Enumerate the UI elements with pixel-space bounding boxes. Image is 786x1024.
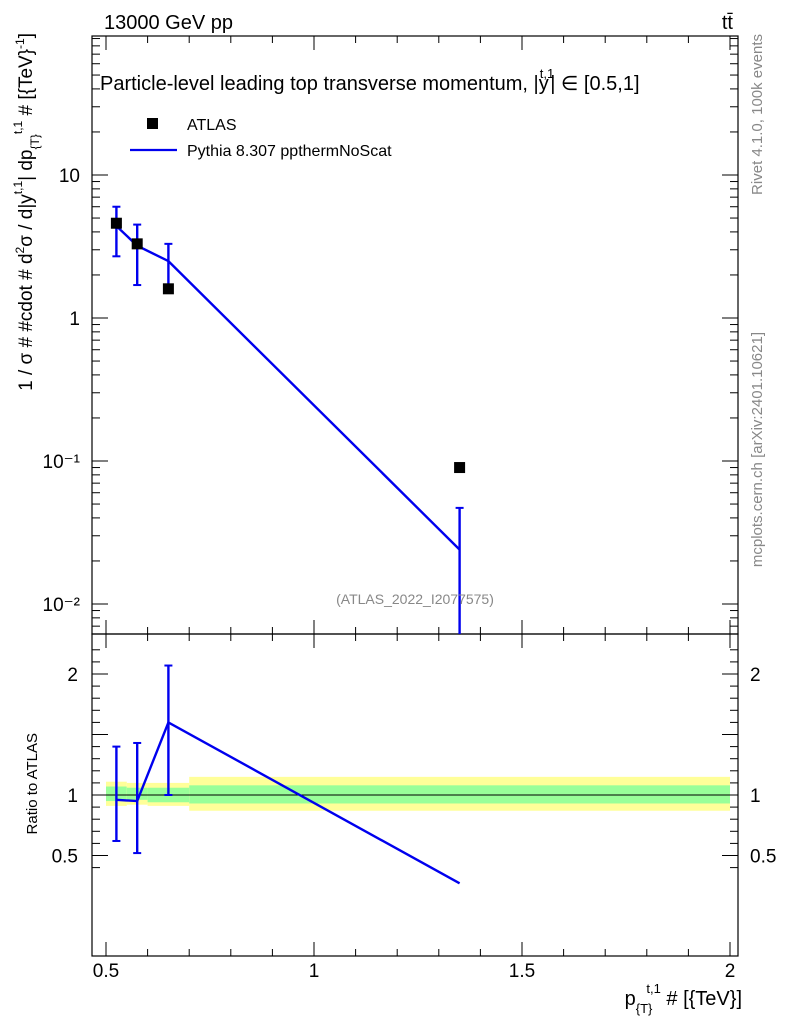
x-tick-label: 2	[725, 961, 736, 982]
x-axis-label-sub: {T}	[636, 1001, 653, 1016]
x-tick-label: 0.5	[93, 961, 119, 982]
x-axis-label-unit: # [{TeV}]	[661, 988, 742, 1010]
ratio-plot-series	[112, 664, 461, 885]
atlas-data-point	[110, 217, 122, 229]
main-y-axis-label-part2-exp: t,1	[11, 181, 25, 195]
plot-title-end: | ∈ [0.5,1]	[550, 73, 639, 95]
y-tick-label-main: 1	[69, 309, 80, 330]
x-axis-label: p{T} t,1 # [{TeV}]	[625, 981, 742, 1016]
main-y-axis-label-part2: σ / d|y	[16, 194, 37, 247]
y-tick-label-main: 10⁻¹	[43, 452, 81, 473]
main-y-axis-label-part3-sub: {T}	[28, 134, 42, 149]
atlas-data-point	[162, 283, 174, 295]
atlas-data-point	[454, 462, 466, 474]
pythia-line	[115, 225, 461, 551]
x-tick-label: 1	[309, 961, 320, 982]
legend-pythia-label: Pythia 8.307 ppthermNoScat	[187, 143, 392, 160]
process-label: tt̄	[722, 12, 734, 34]
analysis-watermark: (ATLAS_2022_I2077575)	[336, 591, 494, 607]
main-y-axis-label-part4-exp: -1	[13, 38, 27, 49]
axis-ticks	[92, 36, 738, 956]
ratio-y-axis-label: Ratio to ATLAS	[24, 733, 41, 834]
plot-title: Particle-level leading top transverse mo…	[100, 66, 640, 95]
x-tick-label: 1.5	[509, 961, 535, 982]
main-plot-series	[110, 205, 466, 634]
main-y-axis-label-part1: 1 / σ # #cdot # d	[16, 253, 37, 390]
legend-atlas-marker	[147, 118, 158, 129]
x-axis-label-p: p	[625, 988, 636, 1010]
ratio-line	[116, 720, 461, 885]
ratio-uncertainty-bands	[106, 776, 730, 811]
x-axis-label-exp: t,1	[646, 981, 660, 996]
main-y-axis-label-part3: | dp	[16, 150, 37, 181]
y-tick-label-ratio-right: 2	[750, 665, 761, 686]
green-band-3	[189, 785, 730, 804]
y-tick-label-ratio-right: 0.5	[750, 847, 776, 868]
y-tick-label-ratio-right: 1	[750, 786, 761, 807]
plot-title-text: Particle-level leading top transverse mo…	[100, 73, 539, 95]
plot-title-y: y	[539, 73, 549, 95]
mcplots-label: mcplots.cern.ch [arXiv:2401.10621]	[749, 332, 766, 567]
y-tick-label-main: 10	[59, 166, 80, 187]
main-y-axis-label: 1 / σ # #cdot # d2σ / d|yt,1| dp{T}t,1 #…	[11, 33, 42, 391]
axis-tick-labels: 0.5 1 1.5 2 10⁻² 10⁻¹ 1 10 0.5 0.5 1 1 2 2	[43, 166, 777, 982]
plot-title-sup: t,1	[540, 66, 554, 81]
y-tick-label-main: 10⁻²	[43, 595, 81, 616]
atlas-data-point	[131, 238, 143, 250]
main-y-axis-label-part1-exp: 2	[13, 246, 27, 253]
legend-atlas-label: ATLAS	[187, 117, 237, 134]
y-tick-label-ratio-left: 2	[67, 665, 78, 686]
rivet-label: Rivet 4.1.0, 100k events	[749, 34, 766, 195]
main-y-axis-label-part4: # [{TeV}	[16, 49, 37, 121]
main-y-axis-label-part3-exp: t,1	[11, 120, 25, 134]
main-y-axis-label-part5: ]	[16, 33, 37, 38]
y-tick-label-ratio-left: 0.5	[52, 847, 78, 868]
energy-label: 13000 GeV pp	[104, 12, 233, 34]
y-tick-label-ratio-left: 1	[67, 786, 78, 807]
